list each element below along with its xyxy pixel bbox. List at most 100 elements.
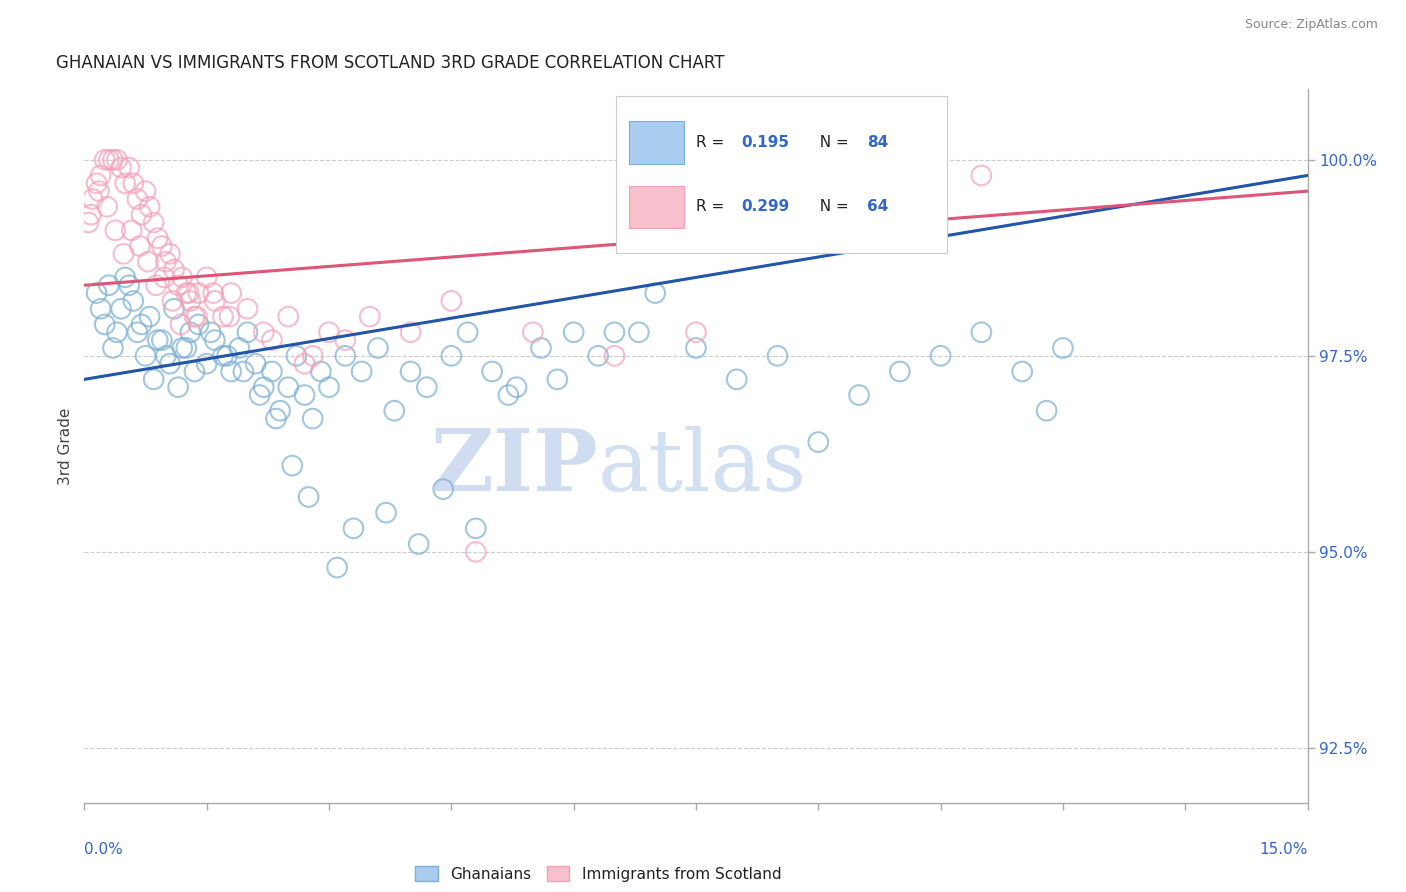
- Point: [174, 341, 197, 355]
- Point: [807, 435, 830, 450]
- Point: [174, 286, 197, 301]
- Point: [150, 239, 173, 253]
- Point: [179, 293, 201, 308]
- Point: [145, 278, 167, 293]
- Point: [167, 278, 190, 293]
- Point: [725, 372, 748, 386]
- Point: [335, 349, 357, 363]
- Point: [298, 490, 321, 504]
- Text: 64: 64: [868, 200, 889, 214]
- Point: [82, 192, 104, 206]
- Point: [218, 310, 240, 324]
- Text: GHANAIAN VS IMMIGRANTS FROM SCOTLAND 3RD GRADE CORRELATION CHART: GHANAIAN VS IMMIGRANTS FROM SCOTLAND 3RD…: [56, 54, 724, 71]
- Point: [183, 310, 205, 324]
- Point: [172, 270, 194, 285]
- Point: [318, 380, 340, 394]
- Point: [127, 326, 149, 340]
- Point: [848, 388, 870, 402]
- Point: [766, 349, 789, 363]
- Point: [367, 341, 389, 355]
- Point: [644, 286, 666, 301]
- Point: [177, 286, 200, 301]
- Point: [929, 349, 952, 363]
- Point: [432, 482, 454, 496]
- FancyBboxPatch shape: [616, 96, 946, 253]
- Point: [249, 388, 271, 402]
- Point: [253, 380, 276, 394]
- Point: [179, 326, 201, 340]
- Point: [228, 341, 250, 355]
- Point: [159, 357, 181, 371]
- Point: [135, 349, 157, 363]
- Point: [155, 349, 177, 363]
- Point: [105, 326, 128, 340]
- Point: [562, 326, 585, 340]
- Point: [301, 411, 323, 425]
- Point: [889, 364, 911, 378]
- Point: [131, 318, 153, 332]
- Point: [1011, 364, 1033, 378]
- Point: [122, 176, 145, 190]
- Point: [277, 310, 299, 324]
- Point: [138, 310, 160, 324]
- Point: [1035, 403, 1057, 417]
- Text: N =: N =: [810, 200, 853, 214]
- Point: [162, 293, 184, 308]
- Point: [260, 364, 283, 378]
- Point: [335, 333, 357, 347]
- Text: Source: ZipAtlas.com: Source: ZipAtlas.com: [1244, 18, 1378, 31]
- Point: [187, 318, 209, 332]
- Point: [399, 364, 422, 378]
- Point: [183, 364, 205, 378]
- Point: [93, 153, 115, 167]
- Point: [269, 403, 291, 417]
- Point: [93, 318, 115, 332]
- Point: [375, 506, 398, 520]
- Point: [219, 286, 242, 301]
- Point: [80, 208, 103, 222]
- Point: [101, 153, 124, 167]
- Point: [138, 200, 160, 214]
- Point: [155, 254, 177, 268]
- Text: 0.0%: 0.0%: [84, 842, 124, 857]
- Point: [112, 247, 135, 261]
- Point: [136, 254, 159, 268]
- Point: [498, 388, 520, 402]
- Point: [131, 208, 153, 222]
- Point: [359, 310, 381, 324]
- Point: [172, 341, 194, 355]
- Point: [118, 278, 141, 293]
- Point: [90, 301, 112, 316]
- Point: [127, 192, 149, 206]
- Point: [970, 169, 993, 183]
- Text: atlas: atlas: [598, 425, 807, 509]
- Point: [277, 380, 299, 394]
- Point: [169, 318, 191, 332]
- Text: 15.0%: 15.0%: [1260, 842, 1308, 857]
- Point: [309, 364, 332, 378]
- Point: [163, 301, 186, 316]
- Point: [114, 176, 136, 190]
- Point: [167, 380, 190, 394]
- Point: [264, 411, 287, 425]
- Text: 84: 84: [868, 136, 889, 150]
- Point: [301, 349, 323, 363]
- Point: [342, 521, 364, 535]
- Point: [153, 270, 176, 285]
- Point: [505, 380, 527, 394]
- Y-axis label: 3rd Grade: 3rd Grade: [58, 408, 73, 484]
- Point: [121, 223, 143, 237]
- Point: [204, 333, 226, 347]
- Point: [685, 326, 707, 340]
- Point: [285, 349, 308, 363]
- Point: [481, 364, 503, 378]
- Point: [86, 176, 108, 190]
- Point: [530, 341, 553, 355]
- Point: [118, 161, 141, 175]
- Point: [195, 357, 218, 371]
- Point: [200, 326, 222, 340]
- Point: [586, 349, 609, 363]
- Point: [150, 333, 173, 347]
- Point: [101, 341, 124, 355]
- Point: [1052, 341, 1074, 355]
